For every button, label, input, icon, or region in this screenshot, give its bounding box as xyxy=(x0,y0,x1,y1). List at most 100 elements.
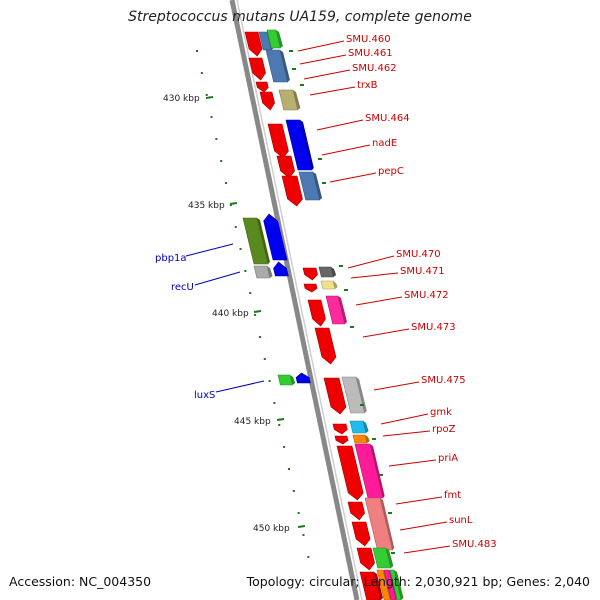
track-marker xyxy=(318,158,322,160)
scale-tick xyxy=(205,96,214,99)
gene-label-leader xyxy=(388,459,437,467)
gene-label-leader xyxy=(329,172,377,183)
gene-label-leader xyxy=(194,271,241,286)
scale-dot xyxy=(205,94,208,96)
gene-shadow xyxy=(356,377,367,413)
gene-arrow xyxy=(356,547,375,571)
gene-label-leader xyxy=(185,243,234,257)
gene-arrow xyxy=(303,283,318,293)
gene-shadow xyxy=(290,375,296,385)
gene-label-leader xyxy=(303,69,351,80)
gene-arrow xyxy=(267,123,289,159)
gene-block xyxy=(277,374,293,386)
gene-label: SMU.472 xyxy=(404,290,449,301)
track-marker xyxy=(300,84,304,86)
track-marker xyxy=(379,474,383,476)
track-marker xyxy=(391,552,395,554)
gene-shadow xyxy=(333,281,338,289)
gene-arrow xyxy=(255,81,269,93)
scale-dot xyxy=(273,402,276,404)
gene-label-leader xyxy=(297,40,345,52)
scale-dot xyxy=(234,226,237,228)
scale-tick xyxy=(253,310,262,313)
gene-label: fmt xyxy=(444,490,461,501)
scale-tick-label: 445 kbp xyxy=(234,417,271,427)
gene-arrow xyxy=(248,57,266,81)
gene-block xyxy=(376,569,391,600)
gene-arrow xyxy=(295,372,311,384)
gene-label: pbp1a xyxy=(155,253,187,264)
gene-arrow xyxy=(351,521,371,547)
gene-arrow xyxy=(244,31,263,57)
scale-dot xyxy=(297,512,300,514)
gene-label-leader xyxy=(321,144,371,156)
gene-block xyxy=(389,569,402,600)
gene-label: SMU.483 xyxy=(452,539,497,550)
gene-shadow xyxy=(313,172,323,200)
gene-block xyxy=(383,569,397,600)
gene-shadow xyxy=(276,30,283,48)
scale-dot xyxy=(302,534,305,536)
track-marker xyxy=(339,265,343,267)
scale-dot xyxy=(287,468,290,470)
gene-shadow xyxy=(363,421,369,433)
scale-dot xyxy=(229,204,232,206)
gene-arrow xyxy=(332,423,348,435)
gene-shadow xyxy=(293,90,301,110)
gene-block xyxy=(352,434,368,444)
gene-label: recU xyxy=(171,282,194,293)
scale-dot xyxy=(210,116,213,118)
gene-label-leader xyxy=(350,272,399,279)
gene-shadow xyxy=(386,548,394,568)
track-marker xyxy=(350,326,354,328)
gene-label-leader xyxy=(299,54,347,65)
gene-shadow xyxy=(257,218,270,264)
gene-label-leader xyxy=(347,255,395,269)
gene-arrow xyxy=(263,213,288,261)
gene-label: SMU.462 xyxy=(352,63,397,74)
gene-shadow xyxy=(300,120,314,170)
gene-label-leader xyxy=(316,119,364,131)
gene-arrow xyxy=(276,155,295,179)
gene-label-leader xyxy=(309,86,356,96)
scale-dot xyxy=(239,248,242,250)
gene-label: pepC xyxy=(378,166,404,177)
genome-backbone xyxy=(229,0,360,600)
gene-label: gmk xyxy=(430,407,452,418)
track-marker xyxy=(344,289,348,291)
gene-shadow xyxy=(380,498,395,550)
gene-arrow xyxy=(334,435,349,445)
scale-tick xyxy=(276,418,285,421)
gene-arrow xyxy=(259,91,275,111)
gene-shadow xyxy=(370,444,385,498)
gene-label-leader xyxy=(395,496,443,505)
gene-shadow xyxy=(394,570,404,600)
scale-dot xyxy=(200,72,203,74)
scale-tick xyxy=(229,202,238,205)
scale-dot xyxy=(278,424,281,426)
gene-label-leader xyxy=(382,430,431,437)
scale-dot xyxy=(283,446,286,448)
scale-dot xyxy=(307,556,310,558)
gene-label-leader xyxy=(380,413,429,425)
track-marker xyxy=(322,182,326,184)
scale-dot xyxy=(244,270,247,272)
gene-label-leader xyxy=(399,521,448,531)
gene-arrow xyxy=(273,261,289,277)
track-marker xyxy=(388,512,392,514)
topology-text: Topology: circular; Length: 2,030,921 bp… xyxy=(246,574,590,589)
accession-text: Accession: NC_004350 xyxy=(9,574,152,589)
gene-label: sunL xyxy=(449,515,473,526)
scale-tick-label: 440 kbp xyxy=(212,309,249,319)
gene-label: trxB xyxy=(357,80,378,91)
gene-shadow xyxy=(338,296,348,324)
gene-label: rpoZ xyxy=(432,424,456,435)
track-marker xyxy=(292,68,296,70)
track-marker xyxy=(289,50,293,52)
gene-label-leader xyxy=(215,380,265,393)
scale-dot xyxy=(196,50,198,52)
scale-tick-label: 450 kbp xyxy=(253,524,290,534)
scale-dot xyxy=(254,314,257,316)
gene-label: SMU.470 xyxy=(396,249,441,260)
